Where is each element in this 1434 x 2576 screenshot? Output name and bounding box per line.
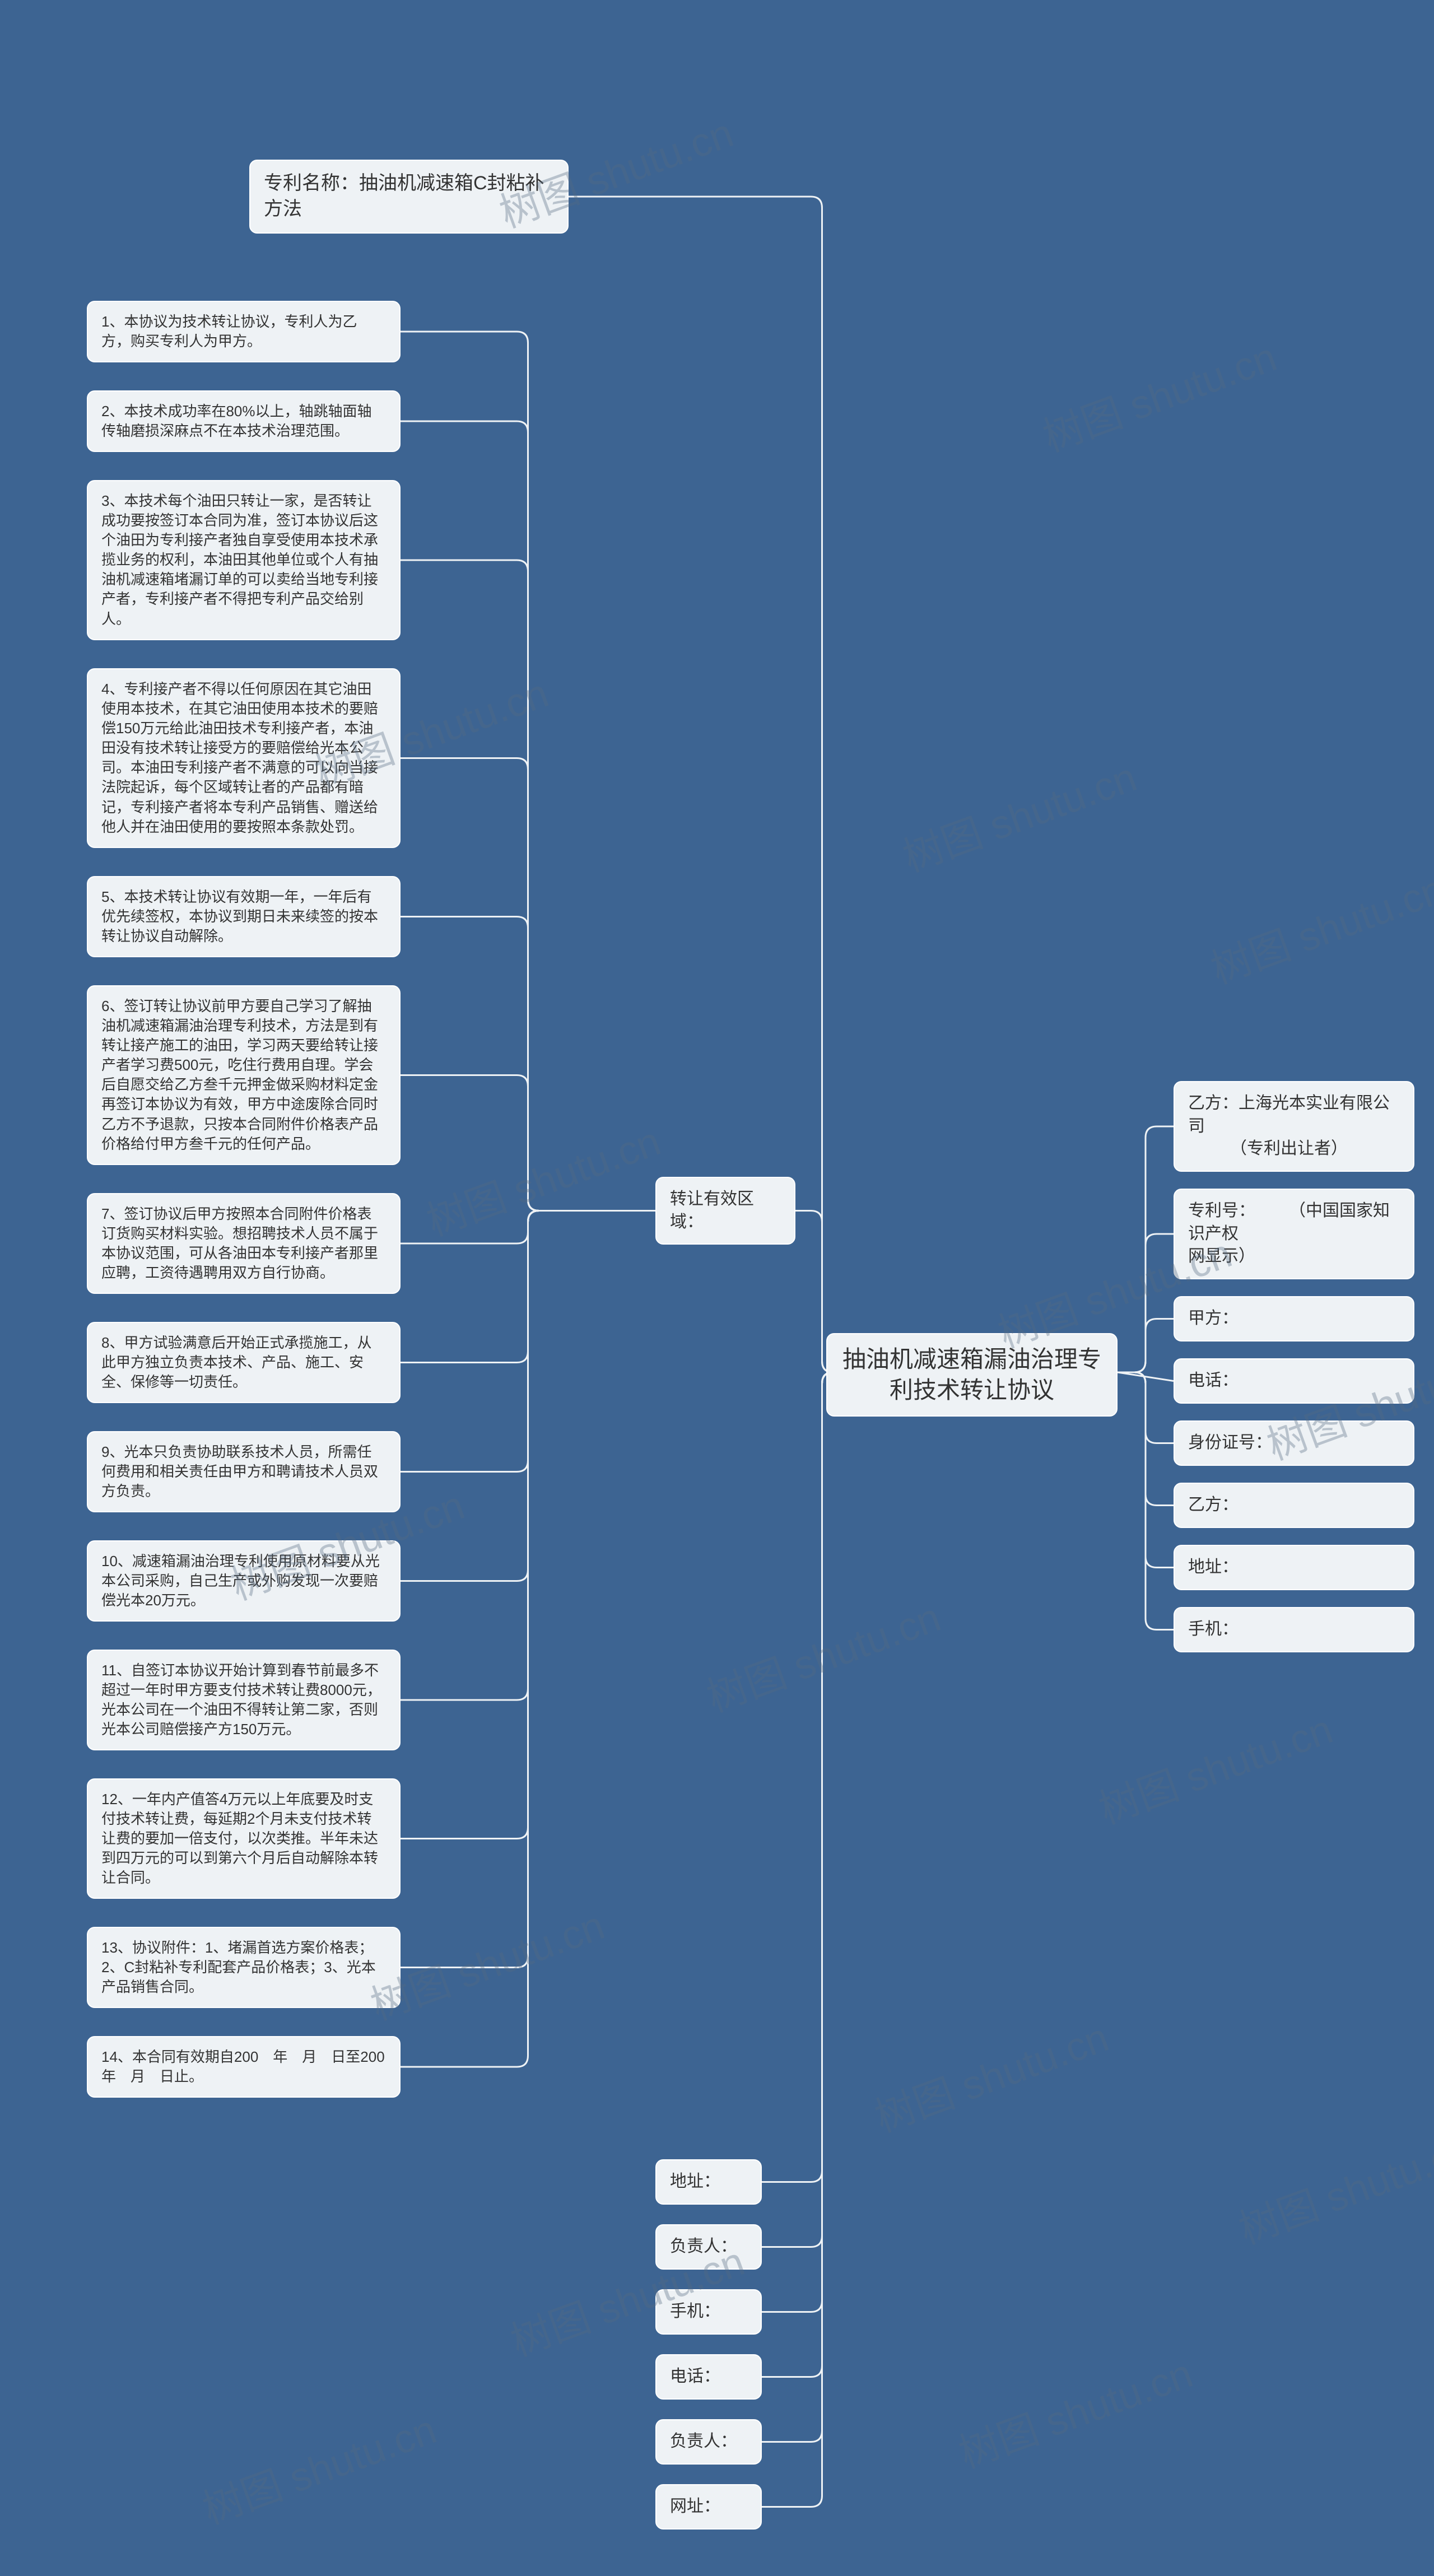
left-url: 网址： [655,2484,762,2530]
region-child-3-label: 4、专利接产者不得以任何原因在其它油田使用本技术，在其它油田使用本技术的要赔偿1… [101,681,378,835]
right-branch-4: 身份证号： [1174,1420,1414,1466]
watermark: 树图 shutu.cn [1090,1697,1339,1836]
region-child-12: 13、协议附件：1、堵漏首选方案价格表；2、C封粘补专利配套产品价格表；3、光本… [87,1927,401,2008]
right-branch-3-label: 电话： [1188,1371,1239,1390]
region-child-12-label: 13、协议附件：1、堵漏首选方案价格表；2、C封粘补专利配套产品价格表；3、光本… [101,1939,376,1995]
region-child-10: 11、自签订本协议开始计算到春节前最多不超过一年时甲方要支付技术转让费8000元… [87,1650,401,1750]
region-child-9-label: 10、减速箱漏油治理专利使用原材料要从光本公司采购，自己生产或外购发现一次要赔偿… [101,1553,380,1609]
left-addr: 地址： [655,2159,762,2205]
region-child-13-label: 14、本合同有效期自200 年 月 日至200 年 月 日止。 [101,2048,399,2085]
region-child-4: 5、本技术转让协议有效期一年，一年后有优先续签权，本协议到期日未来续签的按本转让… [87,876,401,957]
left-mobile: 手机： [655,2289,762,2335]
region-child-9: 10、减速箱漏油治理专利使用原材料要从光本公司采购，自己生产或外购发现一次要赔偿… [87,1540,401,1622]
watermark: 树图 shutu.cn [417,1108,667,1247]
region-child-11-label: 12、一年内产值答4万元以上年底要及时支付技术转让费，每延期2个月未支付技术转让… [101,1791,378,1886]
region-child-8-label: 9、光本只负责协助联系技术人员，所需任何费用和相关责任由甲方和聘请技术人员双方负… [101,1443,378,1499]
left-manager-label: 负责人： [670,2237,737,2256]
region-child-6-label: 7、签订协议后甲方按照本合同附件价格表订货购买材料实验。想招聘技术人员不属于本协… [101,1205,378,1281]
left-url-label: 网址： [670,2497,720,2516]
root-node: 抽油机减速箱漏油治理专 利技术转让协议 [826,1333,1118,1417]
right-branch-6-label: 地址： [1188,1558,1239,1576]
region-child-5: 6、签订转让协议前甲方要自己学习了解抽油机减速箱漏油治理专利技术，方法是到有转让… [87,985,401,1165]
right-branch-2-label: 甲方： [1188,1309,1239,1327]
region-child-3: 4、专利接产者不得以任何原因在其它油田使用本技术，在其它油田使用本技术的要赔偿1… [87,668,401,848]
region-child-8: 9、光本只负责协助联系技术人员，所需任何费用和相关责任由甲方和聘请技术人员双方负… [87,1431,401,1512]
watermark: 树图 shutu.cn [193,2397,443,2536]
right-branch-0: 乙方：上海光本实业有限公司 （专利出让者） [1174,1081,1414,1172]
watermark: 树图 shutu.cn [949,2341,1199,2480]
left-manager: 负责人： [655,2224,762,2270]
right-branch-1-label: 专利号： （中国国家知识产权 网显示） [1188,1201,1390,1265]
watermark: 树图 shutu.cn [697,1585,947,1723]
root-label: 抽油机减速箱漏油治理专 利技术转让协议 [842,1346,1101,1403]
region-child-7: 8、甲方试验满意后开始正式承揽施工，从此甲方独立负责本技术、产品、施工、安全、保… [87,1322,401,1403]
left-patent-name: 专利名称：抽油机减速箱C封粘补 方法 [249,160,569,234]
watermark: 树图 shutu.cn [1033,324,1283,463]
right-branch-4-label: 身份证号： [1188,1433,1272,1452]
right-branch-2: 甲方： [1174,1296,1414,1341]
right-branch-6: 地址： [1174,1545,1414,1590]
region-child-1-label: 2、本技术成功率在80%以上，轴跳轴面轴传轴磨损深麻点不在本技术治理范围。 [101,403,372,439]
watermark: 树图 shutu.cn [1230,2117,1434,2256]
left-addr-label: 地址： [670,2172,720,2191]
watermark: 树图 shutu.cn [893,744,1143,883]
right-branch-7-label: 手机： [1188,1620,1239,1638]
left-manager2-label: 负责人： [670,2432,737,2451]
region-child-10-label: 11、自签订本协议开始计算到春节前最多不超过一年时甲方要支付技术转让费8000元… [101,1662,381,1737]
left-patent-name-label: 专利名称：抽油机减速箱C封粘补 方法 [264,173,544,220]
right-branch-7: 手机： [1174,1607,1414,1652]
region-child-1: 2、本技术成功率在80%以上，轴跳轴面轴传轴磨损深麻点不在本技术治理范围。 [87,390,401,452]
region-child-7-label: 8、甲方试验满意后开始正式承揽施工，从此甲方独立负责本技术、产品、施工、安全、保… [101,1334,371,1390]
region-child-0: 1、本协议为技术转让协议，专利人为乙方，购买专利人为甲方。 [87,301,401,362]
right-branch-0-label: 乙方：上海光本实业有限公司 （专利出让者） [1188,1094,1390,1158]
right-branch-5: 乙方： [1174,1483,1414,1528]
left-mobile-label: 手机： [670,2302,720,2321]
left-transfer-region: 转让有效区域： [655,1177,795,1245]
left-manager2: 负责人： [655,2419,762,2465]
right-branch-3: 电话： [1174,1358,1414,1404]
region-child-11: 12、一年内产值答4万元以上年底要及时支付技术转让费，每延期2个月未支付技术转让… [87,1778,401,1899]
left-tel-label: 电话： [670,2367,720,2386]
region-child-6: 7、签订协议后甲方按照本合同附件价格表订货购买材料实验。想招聘技术人员不属于本协… [87,1193,401,1294]
watermark: 树图 shutu.cn [1202,856,1434,995]
region-child-5-label: 6、签订转让协议前甲方要自己学习了解抽油机减速箱漏油治理专利技术，方法是到有转让… [101,998,378,1152]
left-tel: 电话： [655,2354,762,2400]
right-branch-5-label: 乙方： [1188,1496,1239,1514]
watermark: 树图 shutu.cn [865,2005,1115,2144]
region-child-0-label: 1、本协议为技术转让协议，专利人为乙方，购买专利人为甲方。 [101,313,357,350]
region-child-4-label: 5、本技术转让协议有效期一年，一年后有优先续签权，本协议到期日未来续签的按本转让… [101,888,378,944]
left-transfer-region-label: 转让有效区域： [670,1190,754,1231]
right-branch-1: 专利号： （中国国家知识产权 网显示） [1174,1189,1414,1279]
region-child-13: 14、本合同有效期自200 年 月 日至200 年 月 日止。 [87,2036,401,2098]
region-child-2: 3、本技术每个油田只转让一家，是否转让成功要按签订本合同为准，签订本协议后这个油… [87,480,401,640]
region-child-2-label: 3、本技术每个油田只转让一家，是否转让成功要按签订本合同为准，签订本协议后这个油… [101,492,378,627]
